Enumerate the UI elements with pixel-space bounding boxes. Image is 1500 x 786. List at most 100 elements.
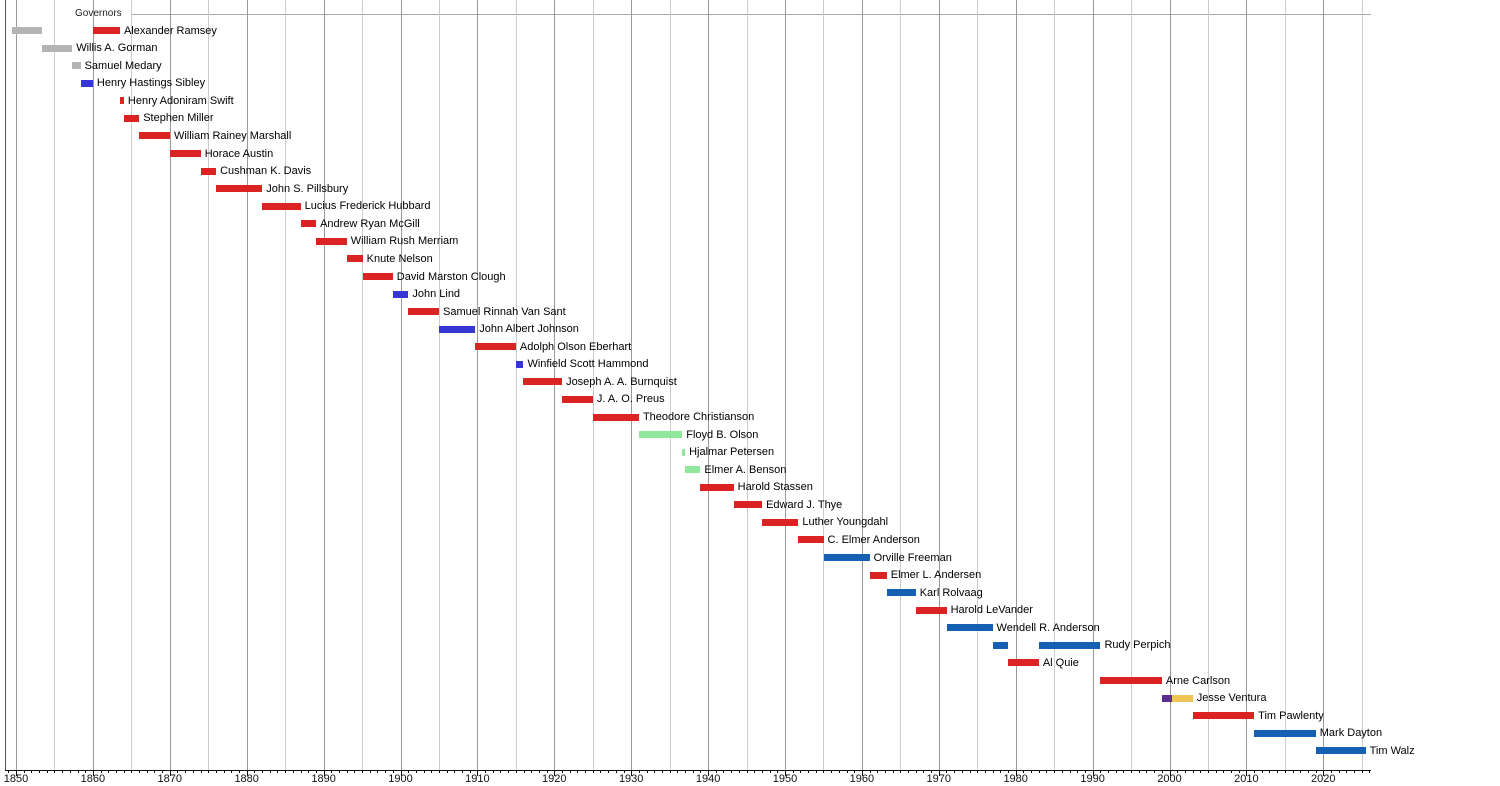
axis-tick	[115, 770, 117, 773]
governor-name-label: Orville Freeman	[873, 551, 952, 564]
gridline-minor	[362, 0, 364, 770]
governor-name-label: Joseph A. A. Burnquist	[566, 375, 677, 388]
gridline-minor	[1361, 0, 1363, 770]
axis-tick	[1300, 770, 1302, 773]
axis-tick	[292, 770, 294, 773]
axis-tick	[1354, 770, 1356, 773]
gridline-major	[938, 0, 940, 770]
axis-tick	[46, 770, 48, 773]
axis-tick	[615, 770, 617, 773]
axis-tick	[1284, 770, 1286, 773]
governor-term-bar	[1038, 641, 1101, 649]
axis-tick	[1315, 770, 1317, 773]
governor-term-bar	[119, 97, 124, 105]
axis-tick	[1231, 770, 1233, 773]
axis-tick	[477, 770, 479, 776]
axis-tick	[231, 770, 233, 773]
governor-name-label: Knute Nelson	[366, 252, 433, 265]
governor-term-bar	[72, 62, 81, 70]
axis-tick	[631, 770, 633, 776]
axis-tick	[769, 770, 771, 773]
axis-tick	[923, 770, 925, 773]
governor-term-bar	[11, 27, 42, 35]
governor-name-label: Winfield Scott Hammond	[527, 358, 649, 371]
axis-year-label: 2010	[1234, 773, 1259, 785]
governor-name-label: Elmer A. Benson	[704, 463, 787, 476]
governor-term-bar	[1008, 659, 1039, 667]
axis-tick	[708, 770, 710, 776]
governor-term-bar	[200, 167, 217, 175]
axis-tick	[108, 770, 110, 773]
axis-tick	[131, 770, 133, 773]
axis-tick	[746, 770, 748, 773]
axis-tick	[608, 770, 610, 773]
axis-tick	[692, 770, 694, 773]
axis-tick	[1269, 770, 1271, 773]
axis-tick	[385, 770, 387, 773]
axis-tick	[1277, 770, 1279, 773]
gridline-minor	[1054, 0, 1056, 770]
axis-tick	[1146, 770, 1148, 773]
gridline-major	[246, 0, 248, 770]
gridline-minor	[1131, 0, 1133, 770]
axis-tick	[16, 770, 17, 776]
axis-tick	[123, 770, 125, 773]
axis-tick	[1131, 770, 1133, 773]
axis-tick	[777, 770, 779, 773]
governor-term-bar	[762, 518, 799, 526]
axis-tick	[1061, 770, 1063, 773]
gridline-major	[708, 0, 710, 770]
axis-year-label: 1860	[80, 773, 106, 785]
axis-tick	[1161, 770, 1163, 773]
axis-tick	[623, 770, 625, 773]
governor-term-bar	[1315, 747, 1366, 755]
governor-term-bar	[439, 325, 476, 333]
axis-tick	[508, 770, 510, 773]
governor-term-bar	[346, 255, 363, 263]
axis-tick	[1192, 770, 1194, 773]
axis-tick	[162, 770, 164, 773]
governor-name-label: Luther Youngdahl	[802, 516, 889, 529]
axis-tick	[85, 770, 87, 773]
governor-name-label: Adolph Olson Eberhart	[519, 340, 632, 353]
governor-name-label: J. A. O. Preus	[596, 393, 665, 406]
gridline-major	[1015, 0, 1017, 770]
gridline-minor	[669, 0, 671, 770]
axis-tick	[1361, 770, 1363, 773]
gridline-major	[1169, 0, 1171, 770]
axis-tick	[715, 770, 717, 773]
axis-tick	[154, 770, 156, 773]
axis-tick	[54, 770, 56, 773]
axis-tick	[323, 770, 325, 776]
governor-name-label: Tim Walz	[1369, 744, 1415, 757]
axis-tick	[1184, 770, 1186, 773]
axis-tick	[1084, 770, 1086, 773]
governor-name-label: Harold Stassen	[737, 481, 813, 494]
governor-name-label: Alexander Ramsey	[123, 24, 217, 37]
governor-term-bar	[733, 501, 763, 509]
gridline-minor	[285, 0, 287, 770]
axis-tick	[8, 770, 10, 773]
gridline-major	[92, 0, 94, 770]
governor-term-bar	[41, 44, 73, 52]
governor-name-label: Elmer L. Andersen	[890, 569, 982, 582]
axis-year-label: 1900	[388, 773, 413, 785]
gridline-major	[631, 0, 633, 770]
gridline-minor	[438, 0, 440, 770]
axis-tick	[1169, 770, 1171, 776]
gridline-major	[1323, 0, 1325, 770]
axis-tick	[269, 770, 271, 773]
axis-tick	[669, 770, 671, 773]
governor-name-label: Rudy Perpich	[1104, 639, 1171, 652]
axis-tick	[500, 770, 502, 773]
gridline-minor	[208, 0, 210, 770]
axis-tick	[900, 770, 902, 773]
axis-tick	[561, 770, 563, 773]
axis-tick	[169, 770, 171, 776]
gridline-minor	[592, 0, 594, 770]
governor-name-label: John S. Pillsbury	[266, 182, 349, 195]
axis-tick	[846, 770, 848, 773]
axis-tick	[792, 770, 794, 773]
axis-tick	[908, 770, 910, 773]
axis-tick	[861, 770, 863, 776]
